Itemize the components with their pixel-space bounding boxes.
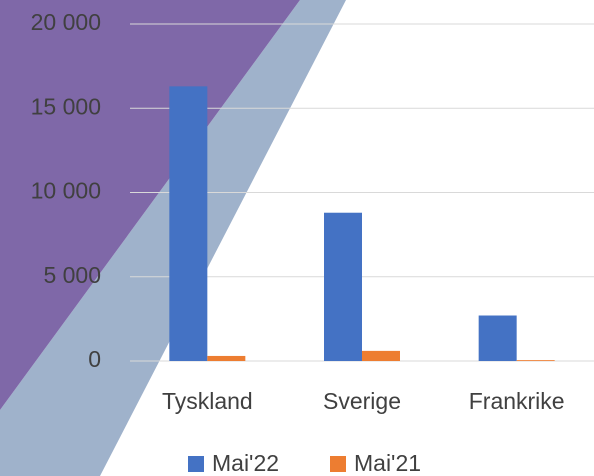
bar — [324, 212, 362, 361]
legend-label: Mai'21 — [354, 450, 421, 476]
y-tick-label: 15 000 — [31, 93, 101, 119]
bar — [478, 315, 517, 361]
bar — [516, 360, 555, 361]
y-tick-label: 0 — [88, 346, 101, 372]
legend-swatch — [330, 456, 346, 472]
y-tick-label: 5 000 — [43, 262, 101, 288]
legend-swatch — [188, 456, 204, 472]
background-triangle — [0, 0, 300, 410]
legend-label: Mai'22 — [212, 450, 279, 476]
y-tick-label: 10 000 — [31, 178, 101, 204]
bar — [169, 86, 208, 361]
y-tick-label: 20 000 — [31, 9, 101, 35]
bar — [362, 350, 400, 361]
x-tick-label: Frankrike — [469, 388, 565, 414]
x-tick-label: Sverige — [323, 388, 401, 414]
x-tick-label: Tyskland — [162, 388, 253, 414]
bar — [207, 355, 246, 361]
